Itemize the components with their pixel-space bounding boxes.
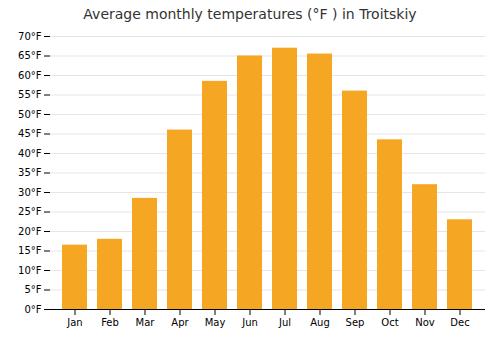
svg-text:Aug: Aug [310,317,330,328]
svg-text:Oct: Oct [381,317,398,328]
svg-text:Sep: Sep [346,317,365,328]
svg-text:0°F: 0°F [24,304,41,315]
svg-text:55°F: 55°F [18,89,42,100]
svg-text:50°F: 50°F [18,109,42,120]
svg-text:Feb: Feb [101,317,119,328]
svg-text:60°F: 60°F [18,70,42,81]
svg-text:30°F: 30°F [18,187,42,198]
svg-text:Jan: Jan [66,317,82,328]
svg-text:45°F: 45°F [18,128,42,139]
svg-text:20°F: 20°F [18,226,42,237]
html-text:Average monthly temperatures (: Average monthly temperatures (°F ) in Tr… [83,6,417,22]
svg-text:10°F: 10°F [18,265,42,276]
svg-text:Nov: Nov [415,317,435,328]
svg-text:15°F: 15°F [18,245,42,256]
svg-text:40°F: 40°F [18,148,42,159]
svg-text:25°F: 25°F [18,206,42,217]
svg-text:70°F: 70°F [18,31,42,42]
svg-text:Dec: Dec [450,317,469,328]
svg-text:Mar: Mar [136,317,156,328]
svg-text:35°F: 35°F [18,167,42,178]
svg-text:Jul: Jul [278,317,291,328]
svg-text:65°F: 65°F [18,50,42,61]
svg-text:Jun: Jun [241,317,258,328]
svg-text:Apr: Apr [171,317,189,328]
svg-text:5°F: 5°F [24,284,41,295]
svg-text:May: May [205,317,226,328]
